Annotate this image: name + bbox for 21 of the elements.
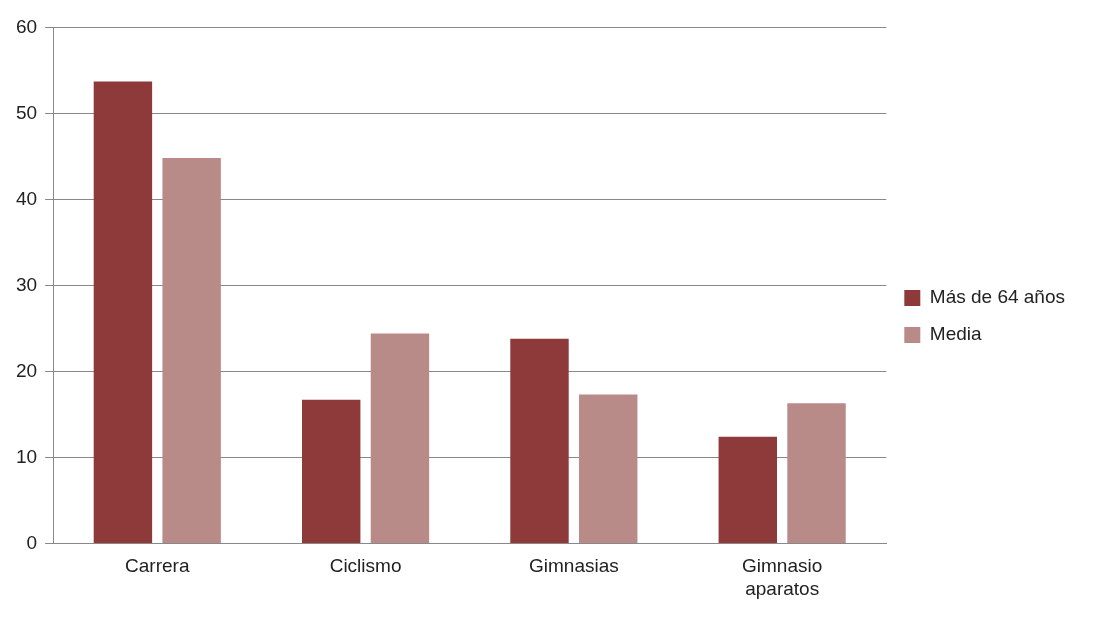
y-tick-label: 30 [15, 273, 38, 295]
bar [162, 158, 221, 543]
bar [718, 436, 777, 543]
y-tick-label: 50 [15, 101, 38, 123]
bar [93, 81, 153, 543]
bar [787, 403, 846, 543]
x-tick-label: Ciclismo [329, 555, 402, 577]
bar [510, 338, 569, 543]
x-tick-label: Gimnasias [528, 555, 619, 577]
x-tick-label: Gimnasio aparatos [742, 555, 823, 599]
legend-label: Media [929, 323, 982, 345]
y-tick-label: 20 [15, 359, 38, 381]
y-tick-label: 60 [15, 15, 38, 37]
legend-label: Más de 64 años [929, 286, 1065, 308]
x-tick-label: Carrera [125, 555, 190, 577]
bar [301, 399, 361, 543]
bar [579, 394, 638, 543]
y-tick-label: 10 [15, 445, 38, 467]
y-tick-label: 40 [15, 187, 38, 209]
y-tick-label: 0 [26, 531, 38, 553]
bar [370, 333, 430, 543]
